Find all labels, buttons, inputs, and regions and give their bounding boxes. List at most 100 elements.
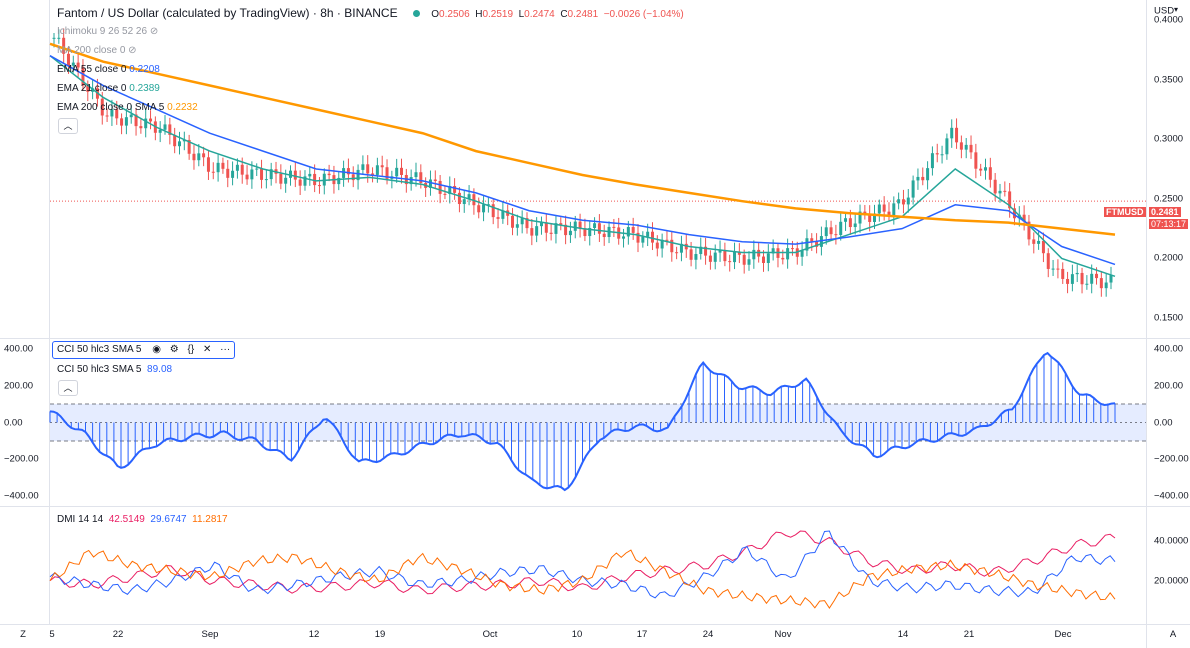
candle-body	[496, 217, 500, 219]
legend-ma200[interactable]: MA 200 close 0 ⊘	[57, 45, 137, 56]
candle-body	[544, 222, 548, 233]
candle-body	[650, 231, 654, 243]
candle-body	[844, 218, 848, 222]
candle-body	[800, 250, 804, 257]
candle-body	[737, 251, 741, 255]
candle-body	[158, 129, 162, 133]
candle-body	[211, 171, 215, 173]
symbol-tag: FTMUSD	[1104, 207, 1146, 217]
source-code-icon[interactable]: {}	[187, 344, 195, 355]
currency-label[interactable]: USD	[1154, 5, 1175, 17]
candle-body	[853, 223, 857, 228]
candle-body	[57, 37, 61, 39]
settings-icon[interactable]: ⚙	[169, 344, 179, 355]
eye-hidden-icon[interactable]: ⊘	[128, 45, 137, 56]
candle-body	[708, 255, 712, 262]
pane-separator-2[interactable]	[0, 506, 1190, 507]
candle-body	[578, 221, 582, 229]
time-tick: 12	[308, 629, 320, 640]
candle-body	[858, 211, 862, 224]
candle-body	[1012, 208, 1016, 219]
close-icon[interactable]: ✕	[203, 344, 212, 355]
pane-separator-1[interactable]	[0, 338, 1190, 339]
candle-body	[622, 236, 626, 239]
candle-body	[356, 169, 360, 181]
candle-body	[139, 126, 143, 129]
legend-ema55[interactable]: EMA 55 close 0 0.2208	[57, 64, 160, 75]
candle-body	[81, 67, 85, 86]
candle-body	[868, 214, 872, 222]
time-tick: 17	[636, 629, 648, 640]
candle-body	[602, 233, 606, 238]
candle-body	[177, 141, 181, 147]
candle-body	[380, 165, 384, 168]
candle-body	[733, 251, 737, 263]
candle-body	[115, 109, 119, 119]
cci-line	[49, 351, 1116, 492]
candle-body	[279, 173, 283, 184]
candle-body	[327, 173, 331, 176]
candle-body	[216, 162, 220, 173]
candle-body	[704, 246, 708, 256]
candle-body	[815, 241, 819, 247]
dmi-plus-line	[49, 530, 1116, 595]
candle-body	[641, 236, 645, 243]
candle-body	[192, 153, 196, 161]
auto-scale-icon[interactable]: A	[1169, 629, 1177, 640]
ema21-line	[49, 55, 1116, 278]
collapse-cci-legend-button[interactable]: ︿	[58, 380, 78, 396]
candle-body	[597, 223, 601, 234]
legend-dmi[interactable]: DMI 14 14 42.5149 29.6747 11.2817	[57, 514, 228, 525]
eye-hidden-icon[interactable]: ⊘	[149, 26, 159, 37]
candle-body	[1003, 190, 1007, 192]
candle-body	[805, 238, 809, 251]
candle-body	[269, 169, 273, 180]
candle-body	[428, 179, 432, 188]
candle-body	[819, 236, 823, 247]
legend-cci[interactable]: CCI 50 hlc3 SMA 5 89.08	[57, 364, 173, 375]
candle-body	[1085, 283, 1089, 285]
candle-body	[713, 252, 717, 262]
candle-body	[385, 167, 389, 179]
candle-body	[824, 227, 828, 237]
candle-body	[984, 167, 988, 171]
cci-legend-active[interactable]: CCI 50 hlc3 SMA 5 ◉ ⚙ {} ✕ ···	[52, 341, 236, 359]
candle-body	[530, 228, 534, 236]
dmi-tick: 40.0000	[1154, 535, 1189, 547]
candle-body	[655, 242, 659, 249]
candle-body	[564, 224, 568, 236]
legend-ema21[interactable]: EMA 21 close 0 0.2389	[57, 83, 160, 94]
candle-body	[935, 153, 939, 155]
eye-icon[interactable]: ◉	[152, 344, 161, 355]
candle-body	[829, 227, 833, 235]
timezone-icon[interactable]: Z	[20, 629, 26, 640]
candle-body	[631, 227, 635, 233]
candle-body	[781, 257, 785, 260]
candle-body	[535, 226, 539, 236]
candle-body	[1037, 240, 1041, 244]
adx-line	[49, 549, 1116, 609]
legend-ichimoku[interactable]: Ichimoku 9 26 52 26 ⊘	[57, 26, 159, 37]
dmi-minus-line	[49, 530, 1116, 599]
candle-body	[926, 168, 930, 181]
candle-body	[1109, 275, 1113, 283]
candle-body	[366, 164, 370, 174]
more-icon[interactable]: ···	[220, 344, 231, 355]
legend-ema200[interactable]: EMA 200 close 0 SMA 5 0.2232	[57, 102, 198, 113]
candle-body	[486, 204, 490, 206]
candle-body	[409, 177, 413, 185]
collapse-legend-button[interactable]: ︿	[58, 118, 78, 134]
candle-body	[761, 256, 765, 263]
candle-body	[308, 173, 312, 177]
cci-tick: 200.00	[1154, 380, 1184, 392]
candle-body	[120, 118, 124, 126]
countdown-tag: 07:13:17	[1149, 219, 1189, 229]
candle-body	[906, 197, 910, 205]
currency-dropdown-icon[interactable]: ▾	[1174, 5, 1179, 14]
left-axis-border	[49, 0, 50, 624]
candle-body	[182, 139, 186, 142]
candle-body	[202, 153, 206, 158]
candle-body	[250, 169, 254, 180]
candle-body	[959, 142, 963, 150]
